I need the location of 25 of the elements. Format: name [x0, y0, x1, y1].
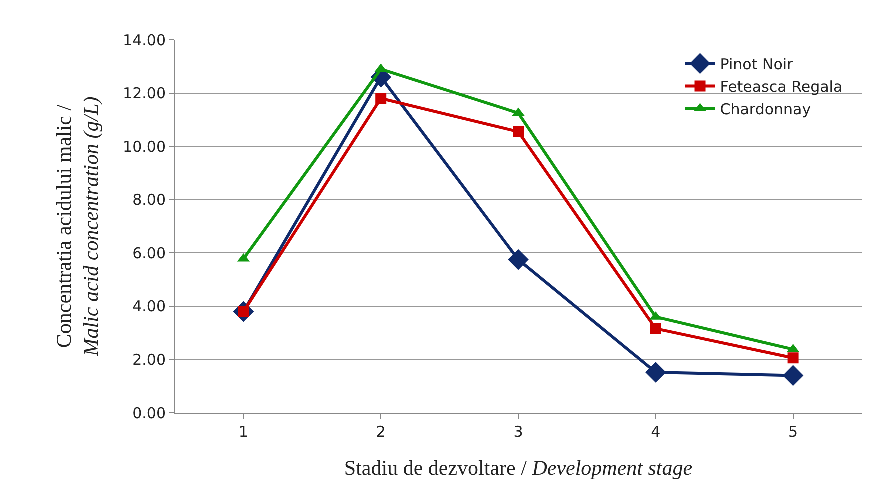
y-axis-title: Concentratia acidului malic / Malic acid concentration (g/L) — [52, 96, 104, 358]
x-tick-label: 2 — [376, 423, 386, 441]
y-tick-label: 14.00 — [123, 31, 166, 50]
y-tick-label: 2.00 — [132, 350, 166, 369]
y-tick-label: 10.00 — [123, 138, 166, 156]
y-tick-label: 12.00 — [123, 84, 166, 103]
y-tick-label: 8.00 — [132, 191, 166, 210]
point — [376, 93, 387, 104]
x-tick-label: 5 — [788, 423, 798, 441]
y-tick-label: 4.00 — [132, 298, 166, 316]
point — [646, 362, 666, 383]
legend-label: Chardonnay — [720, 100, 812, 119]
x-tick-label: 1 — [238, 423, 248, 441]
y-tick-label: 6.00 — [132, 244, 166, 262]
point — [513, 126, 524, 138]
point — [508, 249, 529, 270]
y-tick-label: 0.00 — [132, 404, 166, 422]
point — [788, 352, 799, 364]
point — [782, 365, 804, 386]
point — [650, 323, 662, 334]
legend-label: Feteasca Regala — [720, 78, 843, 96]
x-tick-label: 3 — [514, 423, 524, 441]
x-tick-label: 4 — [651, 423, 661, 441]
x-axis-title: Stadiu de dezvoltare / Development stage — [344, 456, 693, 480]
legend-label: Pinot Noir — [720, 56, 794, 74]
